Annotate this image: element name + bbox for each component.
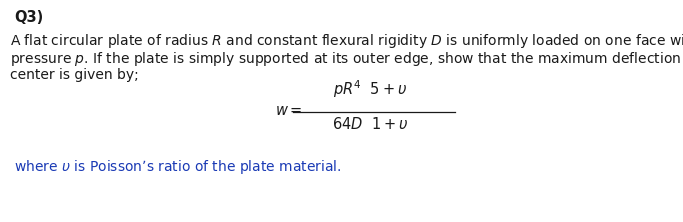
Text: center is given by;: center is given by;: [10, 68, 139, 82]
Text: pressure $p$. If the plate is simply supported at its outer edge, show that the : pressure $p$. If the plate is simply sup…: [10, 50, 683, 68]
Text: $w=$: $w=$: [275, 103, 303, 117]
Text: A flat circular plate of radius $R$ and constant flexural rigidity $D$ is unifor: A flat circular plate of radius $R$ and …: [10, 32, 683, 50]
Text: Q3): Q3): [14, 10, 43, 25]
Text: where $\upsilon$ is Poisson’s ratio of the plate material.: where $\upsilon$ is Poisson’s ratio of t…: [14, 158, 342, 176]
Text: $pR^4$  $5+\upsilon$: $pR^4$ $5+\upsilon$: [333, 78, 407, 100]
Text: $64D$  $1+\upsilon$: $64D$ $1+\upsilon$: [332, 116, 408, 132]
